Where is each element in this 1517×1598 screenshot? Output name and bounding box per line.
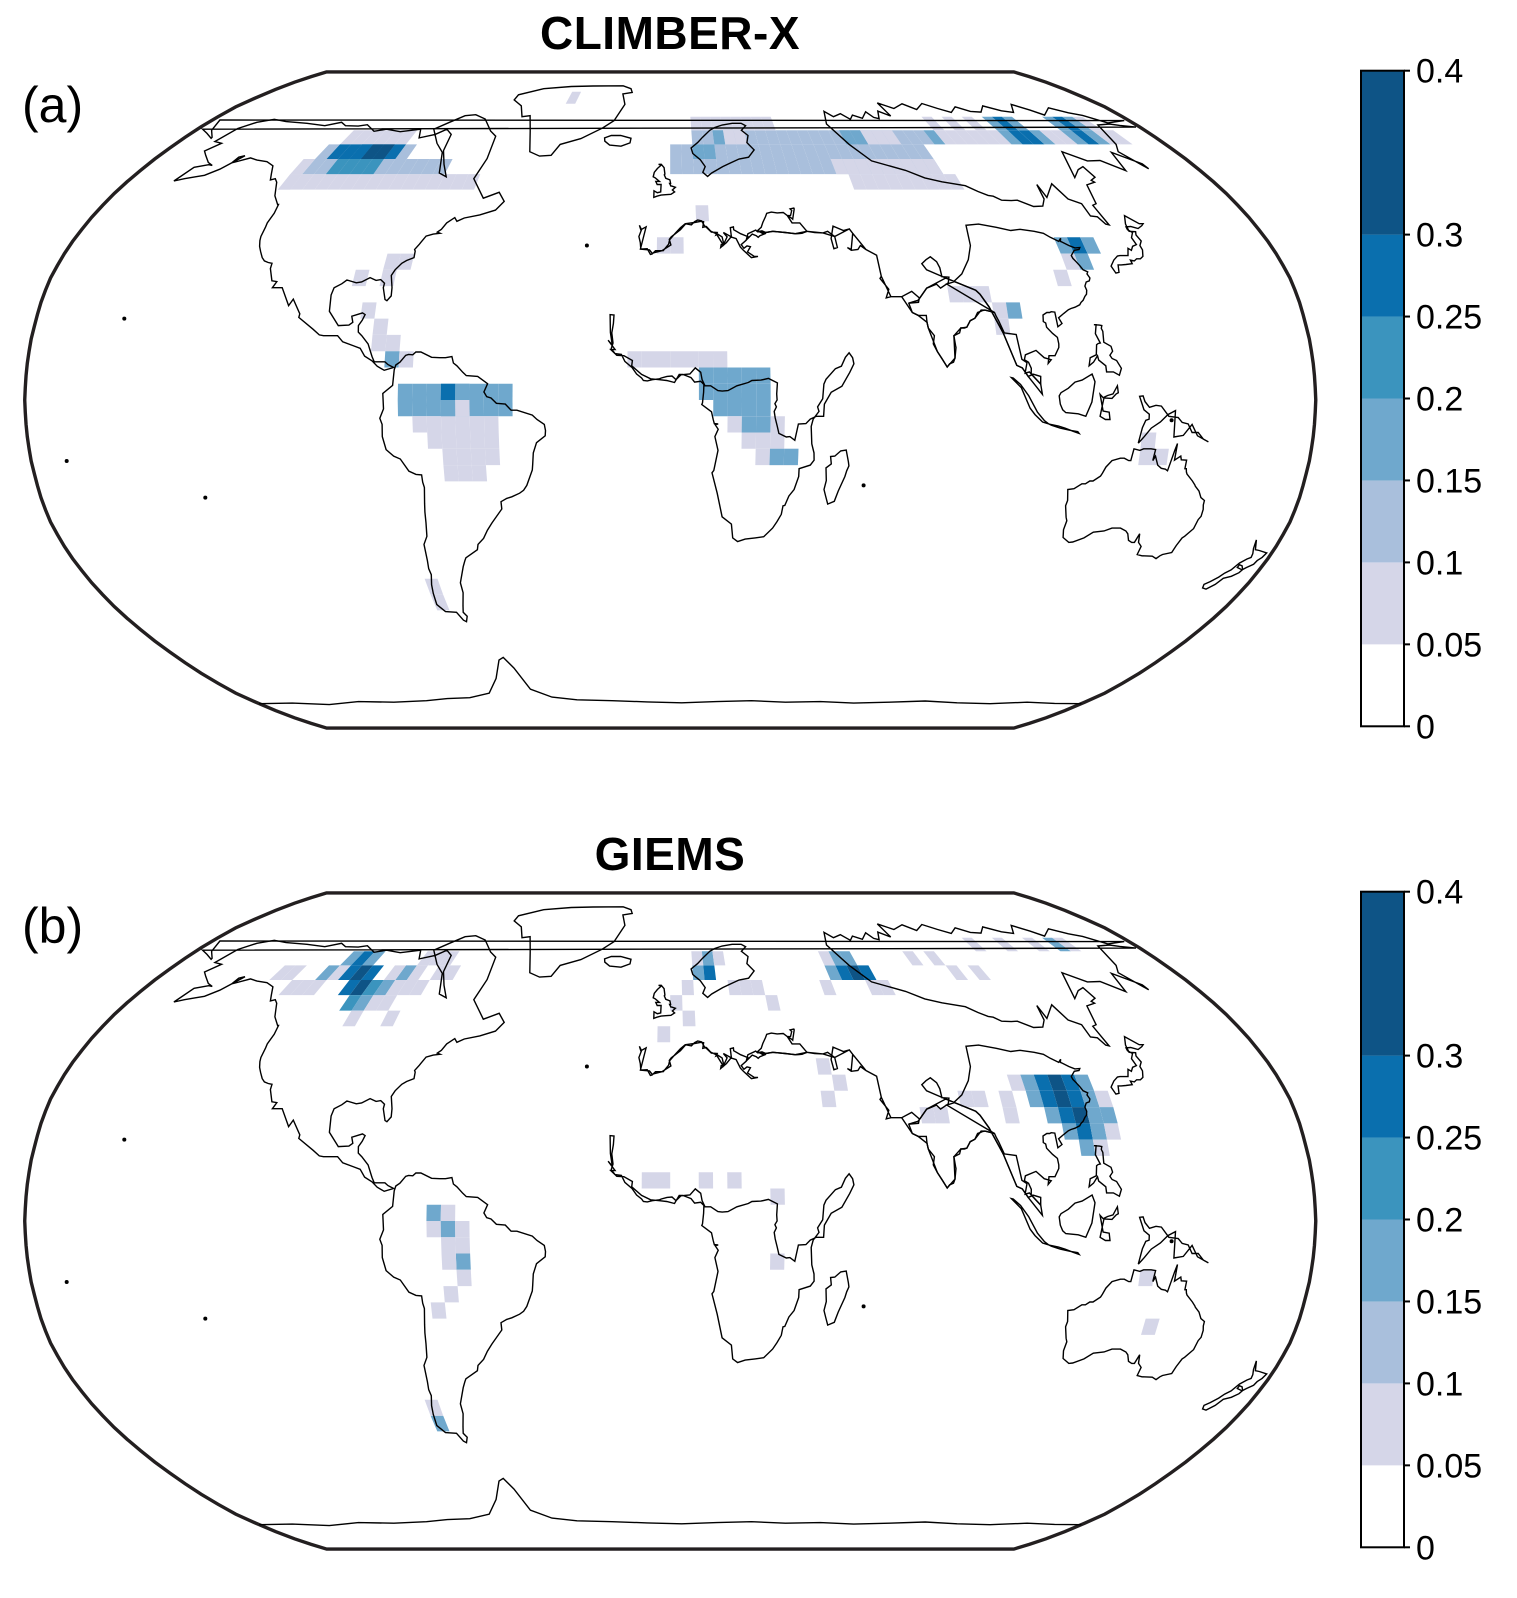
svg-text:0: 0 <box>1416 1529 1435 1567</box>
svg-text:0.05: 0.05 <box>1416 1447 1482 1485</box>
svg-text:0.25: 0.25 <box>1416 299 1482 337</box>
svg-text:0.4: 0.4 <box>1416 874 1463 912</box>
svg-text:0: 0 <box>1416 708 1435 746</box>
svg-text:0.05: 0.05 <box>1416 626 1482 664</box>
svg-text:0.2: 0.2 <box>1416 381 1463 419</box>
svg-text:0.15: 0.15 <box>1416 1283 1482 1321</box>
svg-text:GIEMS: GIEMS <box>595 828 746 880</box>
svg-text:(b): (b) <box>22 898 83 954</box>
svg-text:0.3: 0.3 <box>1416 1038 1463 1076</box>
svg-text:0.15: 0.15 <box>1416 462 1482 500</box>
svg-text:0.4: 0.4 <box>1416 53 1463 91</box>
svg-text:(a): (a) <box>22 77 83 133</box>
svg-text:0.1: 0.1 <box>1416 544 1463 582</box>
svg-text:0.3: 0.3 <box>1416 217 1463 255</box>
svg-text:CLIMBER-X: CLIMBER-X <box>540 7 800 59</box>
svg-text:0.1: 0.1 <box>1416 1365 1463 1403</box>
svg-text:0.2: 0.2 <box>1416 1202 1463 1240</box>
svg-text:0.25: 0.25 <box>1416 1120 1482 1158</box>
